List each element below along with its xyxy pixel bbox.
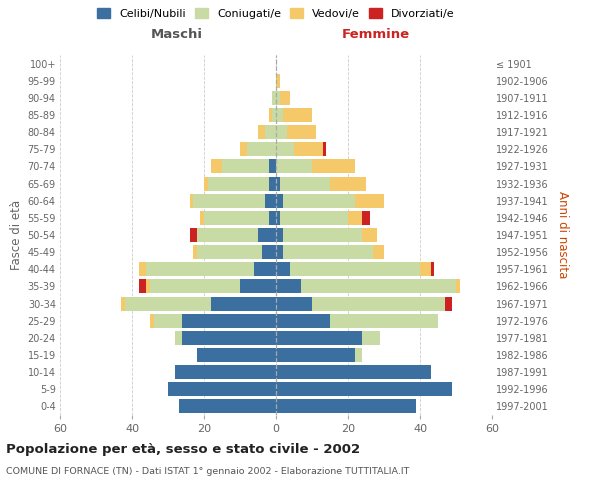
- Bar: [283, 108, 312, 122]
- Bar: [355, 348, 362, 362]
- Bar: [272, 108, 276, 122]
- Bar: [276, 331, 362, 345]
- Legend: Celibi/Nubili, Coniugati/e, Vedovi/e, Divorziati/e: Celibi/Nubili, Coniugati/e, Vedovi/e, Di…: [97, 8, 455, 19]
- Bar: [182, 331, 276, 345]
- Bar: [150, 280, 240, 293]
- Bar: [312, 296, 445, 310]
- Bar: [168, 382, 276, 396]
- Bar: [265, 194, 276, 207]
- Bar: [190, 194, 193, 207]
- Bar: [182, 314, 276, 328]
- Bar: [272, 91, 276, 105]
- Bar: [125, 296, 211, 310]
- Bar: [276, 74, 280, 88]
- Bar: [197, 245, 262, 259]
- Bar: [431, 262, 434, 276]
- Bar: [175, 331, 182, 345]
- Bar: [456, 280, 460, 293]
- Bar: [301, 280, 456, 293]
- Bar: [287, 125, 316, 139]
- Bar: [269, 160, 276, 173]
- Bar: [150, 314, 154, 328]
- Bar: [254, 262, 276, 276]
- Bar: [276, 280, 301, 293]
- Bar: [193, 245, 197, 259]
- Bar: [373, 245, 384, 259]
- Text: COMUNE DI FORNACE (TN) - Dati ISTAT 1° gennaio 2002 - Elaborazione TUTTITALIA.IT: COMUNE DI FORNACE (TN) - Dati ISTAT 1° g…: [6, 468, 409, 476]
- Bar: [276, 160, 312, 173]
- Bar: [276, 314, 330, 328]
- Bar: [445, 296, 452, 310]
- Bar: [204, 211, 269, 225]
- Bar: [276, 245, 283, 259]
- Bar: [283, 245, 373, 259]
- Bar: [154, 314, 182, 328]
- Bar: [276, 262, 290, 276]
- Bar: [362, 211, 370, 225]
- Bar: [276, 176, 280, 190]
- Bar: [280, 211, 348, 225]
- Text: Popolazione per età, sesso e stato civile - 2002: Popolazione per età, sesso e stato civil…: [6, 442, 360, 456]
- Bar: [193, 194, 265, 207]
- Bar: [362, 228, 377, 242]
- Y-axis label: Anni di nascita: Anni di nascita: [556, 192, 569, 278]
- Bar: [276, 400, 416, 413]
- Bar: [276, 194, 283, 207]
- Bar: [420, 262, 431, 276]
- Bar: [276, 348, 355, 362]
- Bar: [276, 125, 287, 139]
- Bar: [175, 365, 276, 379]
- Y-axis label: Fasce di età: Fasce di età: [10, 200, 23, 270]
- Bar: [211, 296, 276, 310]
- Bar: [247, 142, 276, 156]
- Bar: [269, 108, 272, 122]
- Bar: [280, 91, 290, 105]
- Bar: [276, 211, 280, 225]
- Bar: [276, 296, 312, 310]
- Text: Femmine: Femmine: [341, 28, 409, 40]
- Bar: [276, 365, 431, 379]
- Bar: [240, 280, 276, 293]
- Bar: [323, 142, 326, 156]
- Bar: [240, 142, 247, 156]
- Bar: [222, 160, 269, 173]
- Bar: [276, 142, 294, 156]
- Bar: [348, 211, 362, 225]
- Bar: [269, 211, 276, 225]
- Bar: [290, 262, 420, 276]
- Text: Maschi: Maschi: [151, 28, 203, 40]
- Bar: [276, 382, 452, 396]
- Bar: [276, 228, 283, 242]
- Bar: [276, 91, 280, 105]
- Bar: [258, 228, 276, 242]
- Bar: [294, 142, 323, 156]
- Bar: [211, 160, 222, 173]
- Bar: [362, 331, 380, 345]
- Bar: [121, 296, 125, 310]
- Bar: [330, 176, 366, 190]
- Bar: [179, 400, 276, 413]
- Bar: [330, 314, 438, 328]
- Bar: [312, 160, 355, 173]
- Bar: [139, 262, 146, 276]
- Bar: [146, 262, 254, 276]
- Bar: [269, 176, 276, 190]
- Bar: [197, 228, 258, 242]
- Bar: [200, 211, 204, 225]
- Bar: [204, 176, 208, 190]
- Bar: [283, 194, 355, 207]
- Bar: [283, 228, 362, 242]
- Bar: [280, 176, 330, 190]
- Bar: [265, 125, 276, 139]
- Bar: [258, 125, 265, 139]
- Bar: [355, 194, 384, 207]
- Bar: [208, 176, 269, 190]
- Bar: [139, 280, 146, 293]
- Bar: [190, 228, 197, 242]
- Bar: [262, 245, 276, 259]
- Bar: [276, 108, 283, 122]
- Bar: [197, 348, 276, 362]
- Bar: [146, 280, 150, 293]
